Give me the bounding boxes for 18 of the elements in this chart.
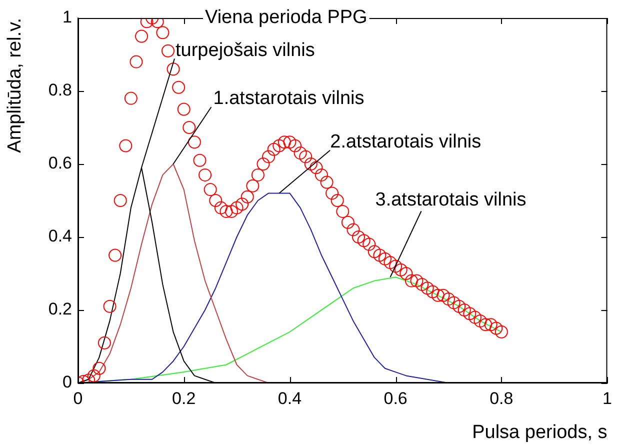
annotation: Viena perioda PPG [205,7,368,28]
x-axis-title: Pulsa periods, s [472,422,608,443]
y-tick-label: 0.8 [48,80,72,100]
x-tick-label: 1 [602,388,612,408]
x-tick-label: 0.8 [490,388,514,408]
x-tick-label: 0.4 [278,388,302,408]
annotation: 1.atstarotais vilnis [213,88,364,110]
y-tick-label: 1 [62,8,72,27]
y-axis-title: Amplitūda, rel.v. [4,18,26,153]
annotation: 3.atstarotais vilnis [375,189,526,210]
x-tick-label: 0.2 [172,388,196,408]
y-tick-label: 0 [62,372,72,392]
y-tick-label: 0.4 [48,226,72,246]
annotation: 2.atstarotais vilnis [330,131,482,152]
y-tick-label: 0.6 [48,154,72,173]
x-tick-label: 0.6 [384,388,408,408]
y-tick-label: 0.2 [48,300,72,319]
annotation: turpejošais vilnis [176,40,315,61]
